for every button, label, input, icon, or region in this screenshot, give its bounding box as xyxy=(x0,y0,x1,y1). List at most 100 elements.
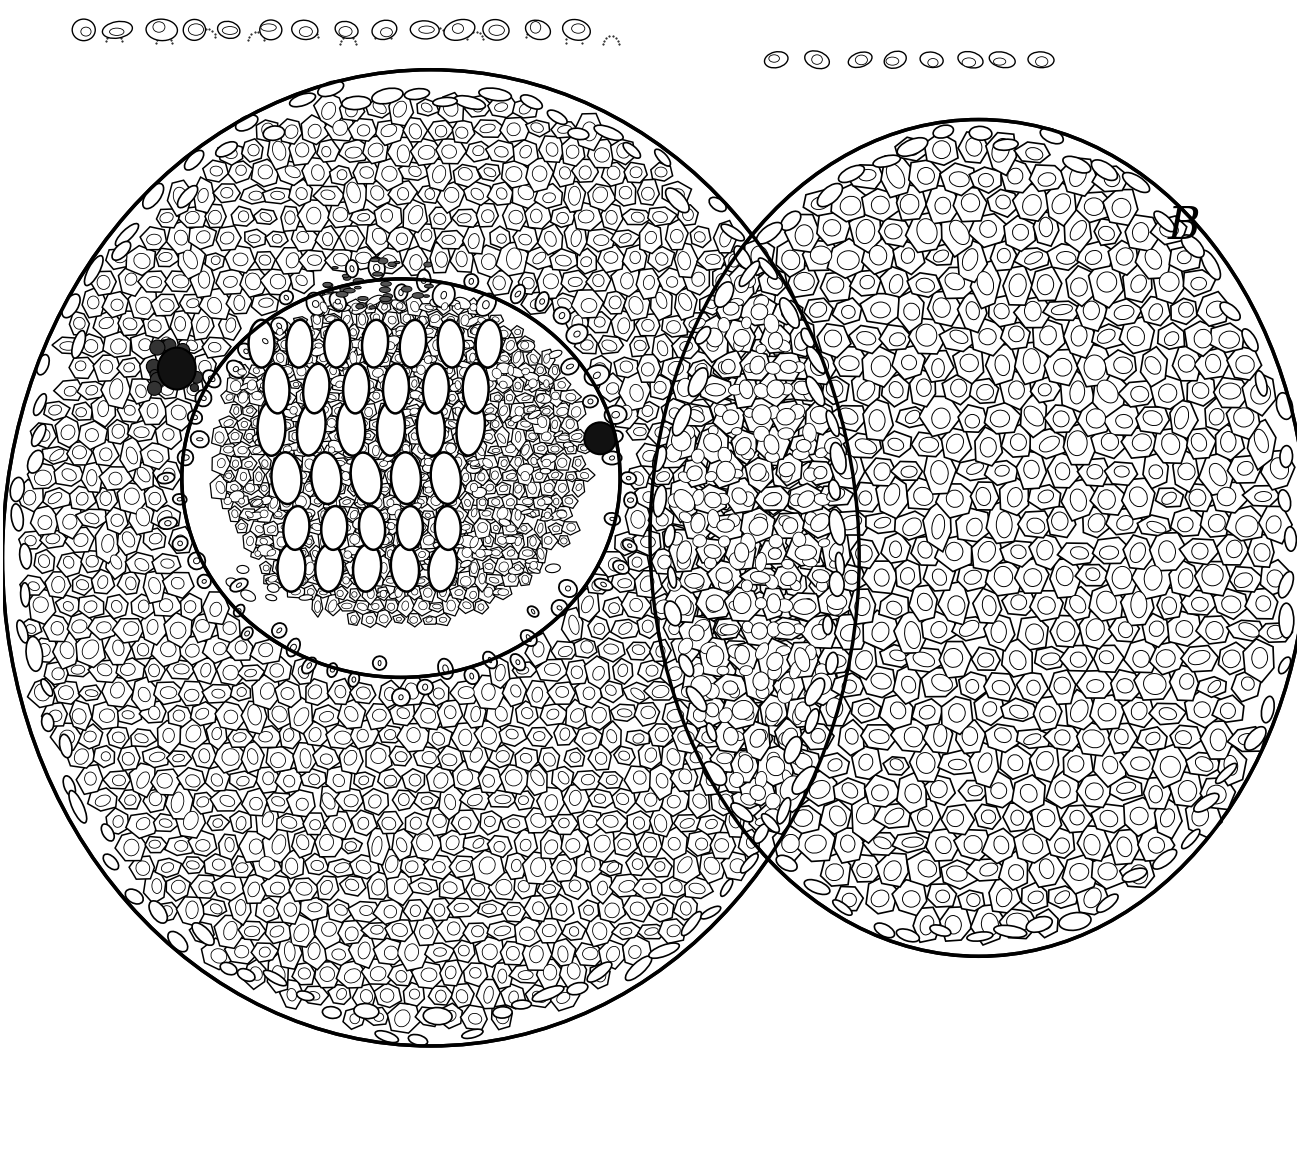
Ellipse shape xyxy=(238,968,255,981)
Ellipse shape xyxy=(343,315,350,324)
Polygon shape xyxy=(725,728,753,744)
Ellipse shape xyxy=(300,550,306,556)
Ellipse shape xyxy=(1098,226,1114,240)
Ellipse shape xyxy=(324,283,333,287)
Polygon shape xyxy=(575,638,597,658)
Polygon shape xyxy=(465,142,491,162)
Ellipse shape xyxy=(459,817,471,830)
Polygon shape xyxy=(282,850,304,878)
Polygon shape xyxy=(805,770,837,805)
Ellipse shape xyxy=(1266,516,1280,533)
Ellipse shape xyxy=(230,485,238,490)
Polygon shape xyxy=(316,226,339,250)
Polygon shape xyxy=(610,874,642,897)
Ellipse shape xyxy=(556,606,562,610)
Ellipse shape xyxy=(395,751,407,762)
Ellipse shape xyxy=(317,81,343,97)
Polygon shape xyxy=(750,463,777,486)
Polygon shape xyxy=(524,478,542,497)
Polygon shape xyxy=(515,748,538,772)
Polygon shape xyxy=(179,294,204,314)
Polygon shape xyxy=(153,814,178,831)
Ellipse shape xyxy=(705,545,722,559)
Ellipse shape xyxy=(903,304,919,320)
Polygon shape xyxy=(658,919,685,944)
Polygon shape xyxy=(775,767,810,812)
Polygon shape xyxy=(339,546,358,562)
Ellipse shape xyxy=(350,1013,360,1024)
Polygon shape xyxy=(985,562,1024,595)
Polygon shape xyxy=(632,879,666,899)
Polygon shape xyxy=(1143,614,1170,647)
Ellipse shape xyxy=(718,448,732,463)
Ellipse shape xyxy=(285,295,289,300)
Polygon shape xyxy=(788,379,822,400)
Polygon shape xyxy=(363,456,376,469)
Polygon shape xyxy=(387,1003,421,1033)
Ellipse shape xyxy=(462,524,471,530)
Ellipse shape xyxy=(343,276,351,280)
Polygon shape xyxy=(235,518,248,533)
Ellipse shape xyxy=(445,794,456,810)
Ellipse shape xyxy=(728,645,744,659)
Ellipse shape xyxy=(767,622,780,637)
Ellipse shape xyxy=(506,395,512,400)
Ellipse shape xyxy=(365,511,373,520)
Polygon shape xyxy=(772,564,802,590)
Polygon shape xyxy=(143,747,170,767)
Ellipse shape xyxy=(135,734,148,743)
Ellipse shape xyxy=(261,355,269,361)
Ellipse shape xyxy=(484,652,497,668)
Polygon shape xyxy=(1169,560,1200,597)
Polygon shape xyxy=(478,580,497,604)
Polygon shape xyxy=(489,744,514,767)
Ellipse shape xyxy=(1027,680,1040,695)
Polygon shape xyxy=(299,250,328,271)
Polygon shape xyxy=(677,205,698,225)
Ellipse shape xyxy=(1192,807,1209,826)
Ellipse shape xyxy=(114,252,127,263)
Ellipse shape xyxy=(478,604,484,610)
Ellipse shape xyxy=(566,497,573,504)
Ellipse shape xyxy=(344,795,359,807)
Ellipse shape xyxy=(407,727,420,742)
Ellipse shape xyxy=(779,732,793,745)
Polygon shape xyxy=(274,379,289,394)
Ellipse shape xyxy=(265,577,282,586)
Ellipse shape xyxy=(472,328,478,335)
Polygon shape xyxy=(292,743,318,772)
Ellipse shape xyxy=(436,544,452,554)
Polygon shape xyxy=(526,727,552,747)
Ellipse shape xyxy=(633,771,646,785)
Polygon shape xyxy=(614,394,638,428)
Polygon shape xyxy=(355,415,373,429)
Polygon shape xyxy=(673,815,705,832)
Polygon shape xyxy=(1180,590,1217,615)
Ellipse shape xyxy=(1070,700,1088,722)
Polygon shape xyxy=(256,376,272,394)
Ellipse shape xyxy=(157,473,174,484)
Ellipse shape xyxy=(546,564,560,572)
Ellipse shape xyxy=(471,484,477,492)
Polygon shape xyxy=(306,374,317,394)
Ellipse shape xyxy=(707,510,719,527)
Ellipse shape xyxy=(729,254,740,267)
Ellipse shape xyxy=(588,962,612,982)
Ellipse shape xyxy=(381,209,393,223)
Polygon shape xyxy=(864,458,897,486)
Ellipse shape xyxy=(421,968,437,981)
Ellipse shape xyxy=(1037,540,1053,560)
Ellipse shape xyxy=(1196,757,1213,771)
Polygon shape xyxy=(524,405,541,414)
Polygon shape xyxy=(677,615,712,651)
Ellipse shape xyxy=(403,314,411,322)
Polygon shape xyxy=(774,670,806,699)
Ellipse shape xyxy=(136,508,150,526)
Ellipse shape xyxy=(593,666,605,680)
Ellipse shape xyxy=(272,706,287,722)
Polygon shape xyxy=(354,600,373,615)
Polygon shape xyxy=(377,324,393,339)
Polygon shape xyxy=(957,565,991,591)
Ellipse shape xyxy=(545,664,560,675)
Ellipse shape xyxy=(196,316,209,332)
